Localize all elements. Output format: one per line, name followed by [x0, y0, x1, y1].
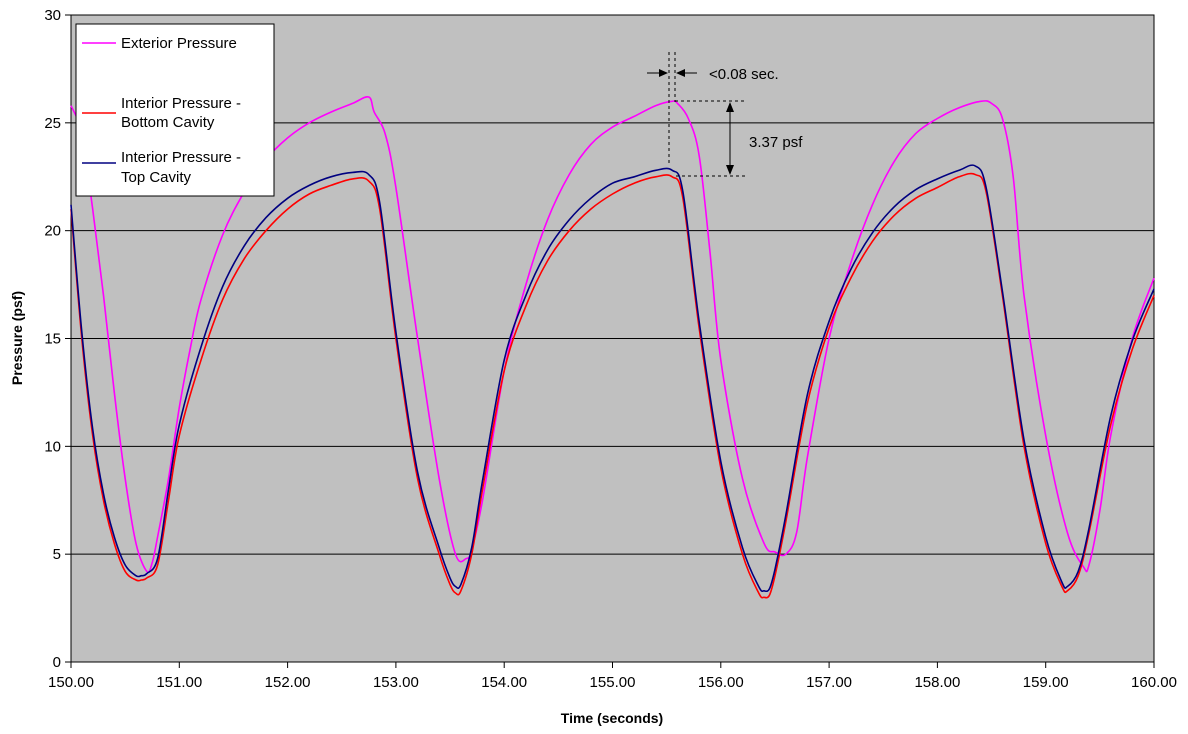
legend-label-bottom-line2: Bottom Cavity	[121, 114, 215, 131]
x-tick-label: 155.00	[590, 674, 636, 691]
legend: Exterior Pressure Interior Pressure - Bo…	[75, 23, 275, 197]
axis-ticks	[65, 14, 1155, 668]
series-layer	[70, 95, 1155, 599]
legend-box	[75, 23, 275, 197]
time-lag-annotation: <0.08 sec.	[647, 52, 779, 166]
time-lag-arrowhead-left	[659, 69, 668, 77]
x-tick-label: 158.00	[914, 674, 960, 691]
y-tick-label: 25	[44, 115, 61, 132]
y-tick-label: 0	[53, 654, 61, 671]
x-tick-label: 154.00	[481, 674, 527, 691]
legend-label-top-line2: Top Cavity	[121, 169, 192, 186]
series-interior-top-cavity	[70, 164, 1155, 593]
x-tick-label: 153.00	[373, 674, 419, 691]
pressure-diff-arrowhead-up	[726, 102, 734, 112]
legend-label-top-line1: Interior Pressure -	[121, 149, 241, 166]
legend-label-exterior: Exterior Pressure	[121, 35, 237, 52]
series-exterior-pressure	[70, 95, 1155, 574]
x-tick-label: 152.00	[265, 674, 311, 691]
x-tick-label: 150.00	[48, 674, 94, 691]
x-axis-title: Time (seconds)	[561, 710, 663, 726]
y-axis-title: Pressure (psf)	[9, 291, 25, 385]
time-lag-arrowhead-right	[676, 69, 685, 77]
x-tick-label: 160.00	[1131, 674, 1177, 691]
pressure-diff-label: 3.37 psf	[749, 134, 803, 151]
x-tick-label: 156.00	[698, 674, 744, 691]
time-lag-label: <0.08 sec.	[709, 66, 779, 83]
y-tick-label: 20	[44, 223, 61, 240]
y-tick-label: 30	[44, 7, 61, 24]
legend-label-bottom-line1: Interior Pressure -	[121, 95, 241, 112]
y-tick-label: 5	[53, 546, 61, 563]
x-tick-label: 159.00	[1023, 674, 1069, 691]
tick-labels: 0 5 10 15 20 25 30 150.00 151.00 152.00 153.00 154.…	[44, 7, 1177, 691]
pressure-diff-arrowhead-down	[726, 165, 734, 175]
x-tick-label: 151.00	[156, 674, 202, 691]
y-tick-label: 15	[44, 331, 61, 348]
x-tick-label: 157.00	[806, 674, 852, 691]
y-tick-label: 10	[44, 438, 61, 455]
pressure-diff-annotation: 3.37 psf	[675, 100, 803, 177]
series-interior-bottom-cavity	[70, 172, 1155, 599]
